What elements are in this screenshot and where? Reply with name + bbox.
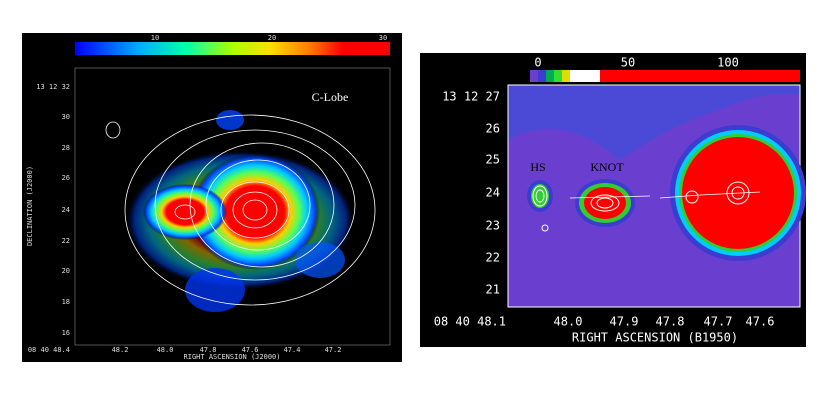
ra-label: 48.0 [554,315,583,329]
dec-label: 20 [62,267,70,275]
ra-label: 47.4 [284,346,301,354]
ra-label: 47.9 [610,315,639,329]
ra-label: 48.2 [112,346,129,354]
dec-label: 26 [62,174,70,182]
dec-label: 24 [62,206,70,214]
left-image [105,110,376,312]
right-image [507,84,806,308]
left-frame [74,67,391,346]
dec-label: 18 [62,298,70,306]
ra-label: 47.8 [656,315,685,329]
colorbar-label: 10 [151,34,159,42]
colorbar-label: 30 [379,34,387,42]
annotation: C-Lobe [312,90,349,104]
right-colorbar [530,70,800,82]
ra-label: 08 40 48.4 [28,346,70,354]
dec-label: 22 [486,251,500,265]
dec-label: 26 [486,122,500,136]
ra-label: 08 40 48.1 [434,315,506,329]
ra-label: 47.6 [746,315,775,329]
dec-label: 24 [486,186,500,200]
dec-label: 13 12 27 [442,90,500,104]
ra-label: 47.7 [704,315,733,329]
dec-label: 13 12 32 [36,83,70,91]
colorbar-label: 20 [268,34,276,42]
x-axis-title: RIGHT ASCENSION (J2000) [184,353,281,361]
ra-label: 47.8 [200,346,217,354]
ra-label: 47.2 [325,346,342,354]
colorbar-label: 0 [534,56,541,70]
left-colorbar [75,42,390,55]
annotation: KNOT [590,160,624,174]
annotation: HS [530,160,545,174]
dec-label: 30 [62,113,70,121]
dec-label: 23 [486,219,500,233]
y-axis-title: DECLINATION (J2000) [26,166,34,246]
dec-label: 21 [486,283,500,297]
ra-label: 47.6 [242,346,259,354]
dec-label: 25 [486,153,500,167]
dec-label: 28 [62,144,70,152]
dec-label: 22 [62,237,70,245]
x-axis-title: RIGHT ASCENSION (B1950) [572,331,738,345]
colorbar-label: 50 [621,56,635,70]
ra-label: 48.0 [157,346,174,354]
colorbar-label: 100 [717,56,739,70]
dec-label: 16 [62,329,70,337]
